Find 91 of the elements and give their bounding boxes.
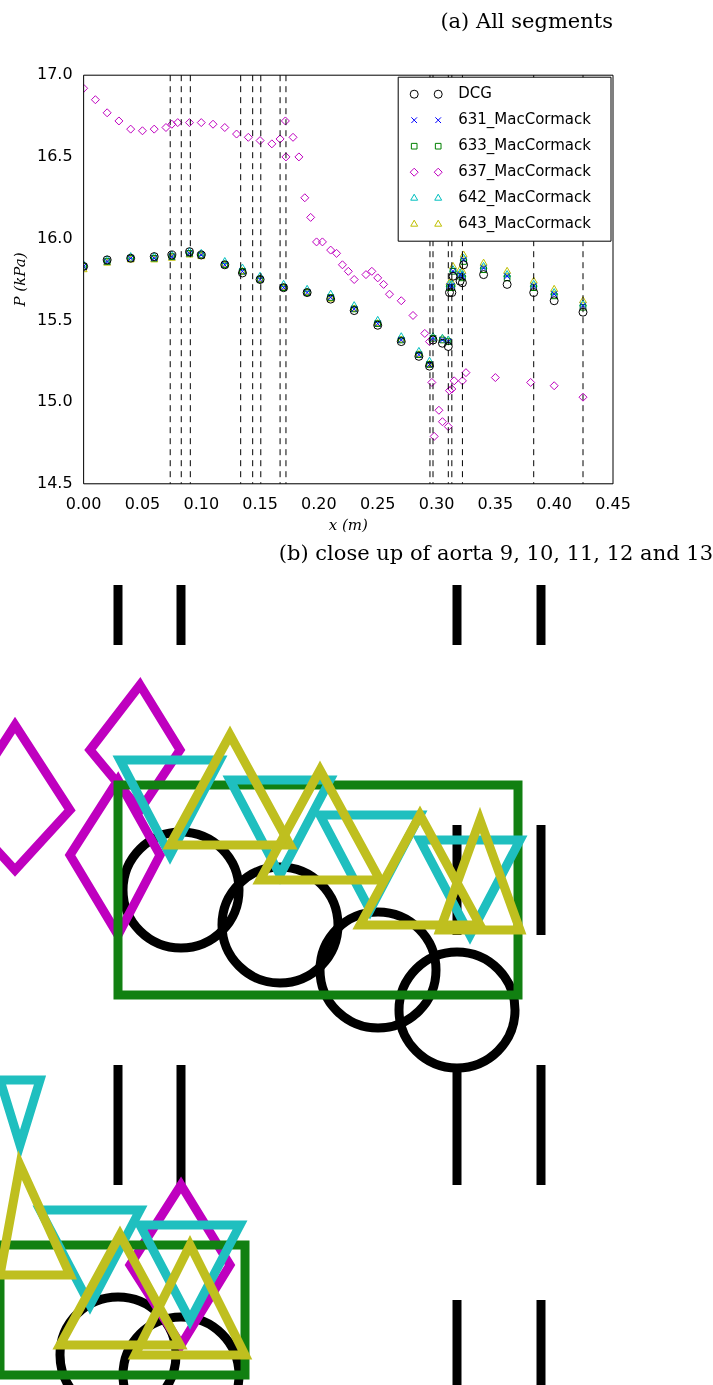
point: [267, 139, 277, 149]
point: [280, 116, 290, 126]
point: [161, 123, 171, 132]
legend-label: 631_MacCormack: [458, 110, 592, 130]
point: [349, 275, 359, 284]
point: [232, 129, 242, 139]
point: [449, 376, 459, 386]
point: [429, 431, 439, 441]
point: [294, 152, 304, 162]
point: [373, 273, 383, 283]
point: [317, 237, 327, 247]
point: [90, 95, 100, 105]
point: [443, 342, 453, 352]
point: [384, 289, 394, 299]
x-tick-label: 0.30: [418, 493, 455, 513]
point: [126, 124, 136, 134]
point: [529, 288, 539, 298]
point: [449, 261, 457, 269]
point: [196, 118, 206, 128]
chart-title: (a) All segments: [440, 9, 613, 34]
point: [549, 381, 559, 391]
x-tick-label: 0.45: [595, 493, 631, 513]
point: [337, 260, 347, 270]
point: [437, 417, 447, 427]
x-axis-title: x (m): [328, 515, 369, 534]
point: [114, 116, 124, 126]
point: [255, 136, 265, 146]
point: [550, 284, 559, 292]
point: [332, 248, 342, 258]
point: [312, 237, 322, 247]
point: [167, 119, 177, 129]
point: [326, 289, 335, 297]
point: [326, 245, 336, 255]
point: [220, 123, 230, 132]
legend-label: 637_MacCormack: [458, 162, 592, 182]
point: [503, 266, 512, 274]
point: [461, 368, 471, 378]
legend-label: 643_MacCormack: [458, 214, 592, 234]
point: [275, 134, 285, 144]
y-tick-label: 16.5: [37, 146, 73, 166]
x-tick-label: 0.20: [301, 493, 337, 513]
x-tick-label: 0.25: [359, 493, 396, 513]
x-tick-label: 0.10: [183, 493, 220, 513]
text: (b) close up of aorta 9, 10, 11, 12 and 13: [278, 541, 713, 565]
point: [437, 338, 447, 348]
point: [367, 266, 377, 276]
point: [361, 270, 371, 280]
x-tick-label: 0.00: [65, 493, 102, 513]
y-tick-label: 14.5: [37, 472, 73, 492]
point: [102, 108, 112, 118]
point: [502, 279, 512, 289]
point: [343, 266, 353, 276]
point: [526, 377, 536, 387]
point: [379, 279, 389, 289]
point: [408, 310, 418, 320]
point: [137, 126, 147, 136]
point: [281, 152, 291, 162]
legend-label: 633_MacCormack: [458, 136, 592, 156]
point: [578, 392, 588, 402]
x-tick-label: 0.40: [536, 493, 572, 513]
x-tick-label: 0.05: [124, 493, 161, 513]
point: [185, 118, 194, 128]
point: [549, 296, 559, 306]
legend-label: DCG: [458, 84, 492, 103]
point: [396, 296, 406, 306]
x-tick-label: 0.15: [242, 493, 278, 513]
point: [288, 132, 298, 142]
point: [420, 328, 430, 338]
point: [479, 270, 489, 280]
y-tick-label: 15.0: [37, 391, 73, 411]
y-tick-label: 15.5: [37, 309, 73, 329]
point: [149, 124, 159, 134]
point: [425, 356, 434, 364]
x-tick-label: 0.35: [477, 493, 514, 513]
point: [427, 377, 437, 387]
point: [578, 307, 588, 317]
point: [243, 132, 253, 142]
y-tick-label: 17.0: [37, 64, 73, 84]
point: [173, 118, 183, 128]
legend-label: 642_MacCormack: [458, 188, 592, 208]
point: [490, 373, 500, 383]
point: [306, 212, 316, 222]
point: [457, 376, 467, 386]
y-axis-title: P (kPa): [10, 252, 29, 308]
point: [459, 260, 469, 270]
point: [300, 193, 310, 203]
point: [208, 119, 218, 129]
point: [448, 271, 458, 281]
point: [434, 405, 444, 415]
y-tick-label: 16.0: [37, 227, 73, 247]
point: [443, 422, 453, 432]
